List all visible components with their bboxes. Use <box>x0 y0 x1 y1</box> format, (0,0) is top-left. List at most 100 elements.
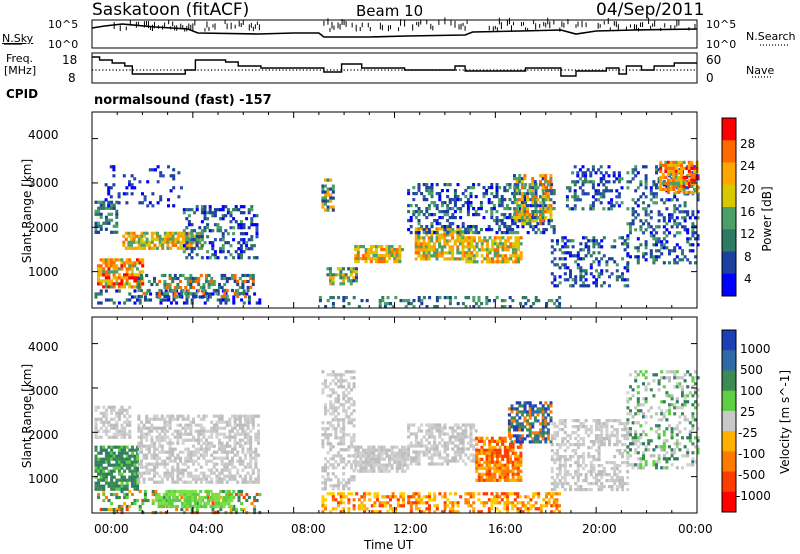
velocity-cell <box>94 435 98 439</box>
velocity-cell <box>415 507 418 511</box>
velocity-cell <box>227 498 231 503</box>
velocity-cell <box>176 480 180 484</box>
velocity-cell <box>425 432 429 436</box>
velocity-cell <box>120 423 124 427</box>
velocity-cell <box>128 420 132 424</box>
velocity-cell <box>176 468 180 472</box>
power-cell <box>250 205 254 209</box>
velocity-cell <box>99 487 103 491</box>
velocity-cell <box>102 478 106 482</box>
velocity-cell <box>125 481 129 485</box>
power-cell <box>112 258 116 262</box>
velocity-cell <box>102 487 106 491</box>
velocity-cell <box>155 453 159 457</box>
power-cell <box>414 251 418 255</box>
power-cell <box>140 240 144 244</box>
power-cell <box>544 207 548 211</box>
velocity-cell <box>153 474 156 478</box>
power-cell <box>182 237 185 241</box>
velocity-cell <box>352 400 356 404</box>
velocity-cell <box>199 438 203 442</box>
power-cell <box>544 174 548 178</box>
power-cell <box>255 301 259 305</box>
velocity-cell <box>120 429 124 433</box>
velocity-cell <box>503 495 507 499</box>
power-cell <box>107 201 111 205</box>
velocity-cell <box>133 454 137 458</box>
velocity-cell <box>120 489 124 494</box>
velocity-cell <box>244 477 247 481</box>
velocity-cell <box>130 454 134 458</box>
power-cell <box>631 207 635 211</box>
velocity-cell <box>385 469 389 473</box>
power-cell <box>171 276 175 281</box>
velocity-cell <box>329 382 333 386</box>
velocity-cell <box>110 492 114 497</box>
velocity-cell <box>425 495 429 499</box>
power-cell <box>659 178 663 182</box>
velocity-cell <box>363 507 366 511</box>
velocity-cell <box>427 462 431 466</box>
velocity-cell <box>396 501 400 505</box>
velocity-cell <box>207 429 211 433</box>
velocity-cell <box>242 507 246 512</box>
power-cell <box>219 208 223 212</box>
velocity-cell <box>170 504 174 509</box>
velocity-cell <box>352 433 356 437</box>
power-cell <box>125 261 129 265</box>
power-cell <box>128 276 132 280</box>
velocity-cell <box>115 492 119 497</box>
power-cell <box>644 240 648 244</box>
velocity-cell <box>402 504 405 508</box>
velocity-cell <box>254 438 258 442</box>
velocity-cell <box>241 480 245 484</box>
power-cell <box>329 187 333 191</box>
velocity-cell <box>464 447 468 451</box>
power-cell <box>584 245 588 249</box>
velocity-cell <box>179 423 182 427</box>
power-cell <box>687 181 691 185</box>
velocity-cell <box>94 420 98 424</box>
power-cell <box>435 254 439 258</box>
power-cell <box>190 223 194 227</box>
velocity-cell <box>249 462 253 466</box>
velocity-cell <box>244 429 247 433</box>
power-cell <box>104 276 108 280</box>
velocity-cell <box>467 504 470 508</box>
velocity-cell <box>181 462 185 466</box>
power-cell <box>414 239 418 243</box>
velocity-cell <box>369 469 373 473</box>
velocity-cell <box>99 463 103 467</box>
velocity-cell <box>179 477 182 481</box>
power-cell <box>115 270 119 274</box>
velocity-cell <box>199 429 203 433</box>
velocity-cell <box>199 477 203 481</box>
power-cell <box>128 180 131 184</box>
power-cell <box>250 208 254 212</box>
velocity-cell <box>171 477 175 481</box>
power-cell <box>187 214 191 218</box>
power-cell <box>516 231 520 235</box>
power-cell <box>451 198 455 202</box>
velocity-cell <box>331 498 335 502</box>
power-cell <box>206 250 210 254</box>
velocity-cell <box>145 453 149 457</box>
power-cell <box>448 299 452 303</box>
power-cell <box>133 273 137 277</box>
power-cell <box>485 245 489 249</box>
velocity-cell <box>427 441 431 445</box>
power-cell <box>443 213 447 217</box>
power-cell <box>610 207 614 211</box>
velocity-cell <box>253 498 257 503</box>
velocity-cell <box>140 462 143 466</box>
power-cell <box>252 244 256 248</box>
velocity-cell <box>249 441 253 445</box>
power-cell <box>364 251 368 255</box>
power-cell <box>694 216 697 220</box>
velocity-cell <box>477 478 481 482</box>
velocity-cell <box>143 489 147 494</box>
velocity-cell <box>246 414 250 418</box>
power-cell <box>626 269 630 273</box>
power-cell <box>461 302 465 306</box>
power-cell <box>665 186 669 190</box>
